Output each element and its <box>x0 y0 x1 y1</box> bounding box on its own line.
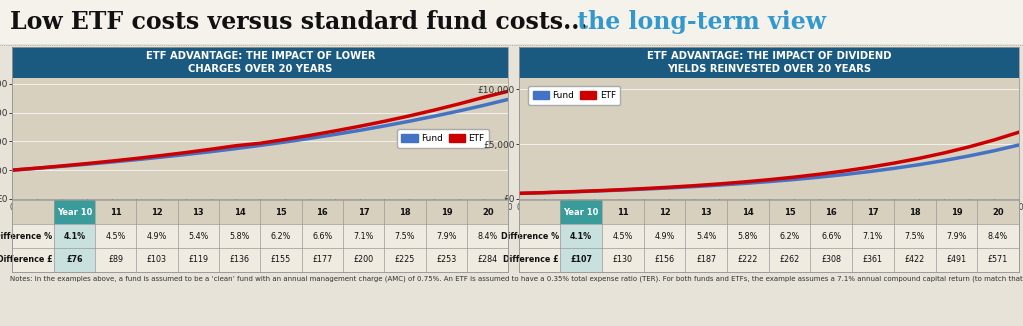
Text: £107: £107 <box>570 256 592 264</box>
Text: 18: 18 <box>399 208 411 217</box>
Text: 7.1%: 7.1% <box>354 232 374 241</box>
Text: 5.8%: 5.8% <box>229 232 250 241</box>
Text: 4.1%: 4.1% <box>570 232 592 241</box>
Text: £422: £422 <box>904 256 925 264</box>
Text: 7.9%: 7.9% <box>436 232 456 241</box>
Text: Year 10: Year 10 <box>56 208 92 217</box>
Text: 11: 11 <box>617 208 629 217</box>
Legend: Fund, ETF: Fund, ETF <box>397 129 489 148</box>
Text: 19: 19 <box>950 208 963 217</box>
Text: 6.6%: 6.6% <box>821 232 842 241</box>
Text: 14: 14 <box>742 208 754 217</box>
Text: £177: £177 <box>312 256 332 264</box>
Text: 7.5%: 7.5% <box>904 232 925 241</box>
Text: 7.5%: 7.5% <box>395 232 415 241</box>
Text: 11: 11 <box>109 208 122 217</box>
Text: 13: 13 <box>701 208 712 217</box>
Text: Difference £: Difference £ <box>0 256 52 264</box>
Text: Difference £: Difference £ <box>503 256 560 264</box>
Text: 6.6%: 6.6% <box>312 232 332 241</box>
Text: the long-term view: the long-term view <box>569 10 826 34</box>
Text: 12: 12 <box>151 208 163 217</box>
Text: ETF ADVANTAGE: THE IMPACT OF LOWER
CHARGES OVER 20 YEARS: ETF ADVANTAGE: THE IMPACT OF LOWER CHARG… <box>145 51 375 74</box>
Text: 8.4%: 8.4% <box>478 232 498 241</box>
Text: 20: 20 <box>482 208 493 217</box>
Text: £136: £136 <box>230 256 250 264</box>
Text: £262: £262 <box>780 256 800 264</box>
Text: 14: 14 <box>234 208 246 217</box>
Text: £308: £308 <box>821 256 841 264</box>
Text: £361: £361 <box>863 256 883 264</box>
Text: 19: 19 <box>441 208 452 217</box>
Text: 17: 17 <box>358 208 369 217</box>
Text: £155: £155 <box>271 256 292 264</box>
Text: 4.5%: 4.5% <box>105 232 126 241</box>
Text: 16: 16 <box>826 208 837 217</box>
Text: £156: £156 <box>655 256 674 264</box>
Text: £225: £225 <box>395 256 415 264</box>
Text: £119: £119 <box>188 256 209 264</box>
Legend: Fund, ETF: Fund, ETF <box>528 86 620 105</box>
Text: £103: £103 <box>147 256 167 264</box>
Text: £76: £76 <box>66 256 83 264</box>
Text: 6.2%: 6.2% <box>780 232 800 241</box>
Text: 5.4%: 5.4% <box>188 232 209 241</box>
Text: 17: 17 <box>868 208 879 217</box>
Text: £284: £284 <box>478 256 498 264</box>
Text: Low ETF costs versus standard fund costs...: Low ETF costs versus standard fund costs… <box>10 10 588 34</box>
Text: £200: £200 <box>354 256 373 264</box>
Text: £571: £571 <box>988 256 1009 264</box>
Text: 5.8%: 5.8% <box>738 232 758 241</box>
Text: 8.4%: 8.4% <box>988 232 1009 241</box>
Text: 20: 20 <box>992 208 1004 217</box>
Text: 12: 12 <box>659 208 670 217</box>
Text: £89: £89 <box>108 256 123 264</box>
Text: 4.9%: 4.9% <box>146 232 167 241</box>
Text: Difference %: Difference % <box>501 232 560 241</box>
Text: 4.1%: 4.1% <box>63 232 85 241</box>
Text: 13: 13 <box>192 208 205 217</box>
Text: £130: £130 <box>613 256 633 264</box>
Text: £222: £222 <box>738 256 758 264</box>
Text: 5.4%: 5.4% <box>696 232 716 241</box>
Text: 7.9%: 7.9% <box>946 232 967 241</box>
Text: 18: 18 <box>908 208 921 217</box>
Text: Notes: In the examples above, a fund is assumed to be a ‘clean’ fund with an ann: Notes: In the examples above, a fund is … <box>10 275 1023 282</box>
Text: Year 10: Year 10 <box>564 208 598 217</box>
Text: 6.2%: 6.2% <box>271 232 292 241</box>
Text: Difference %: Difference % <box>0 232 52 241</box>
Text: £187: £187 <box>697 256 716 264</box>
Text: 4.9%: 4.9% <box>655 232 675 241</box>
Text: Year: Year <box>480 217 497 226</box>
Text: ETF ADVANTAGE: THE IMPACT OF DIVIDEND
YIELDS REINVESTED OVER 20 YEARS: ETF ADVANTAGE: THE IMPACT OF DIVIDEND YI… <box>647 51 891 74</box>
Text: 15: 15 <box>275 208 286 217</box>
Text: 7.1%: 7.1% <box>862 232 883 241</box>
Text: 4.5%: 4.5% <box>613 232 633 241</box>
Text: 16: 16 <box>316 208 328 217</box>
Text: 15: 15 <box>784 208 796 217</box>
Text: £491: £491 <box>946 256 967 264</box>
Text: £253: £253 <box>436 256 456 264</box>
